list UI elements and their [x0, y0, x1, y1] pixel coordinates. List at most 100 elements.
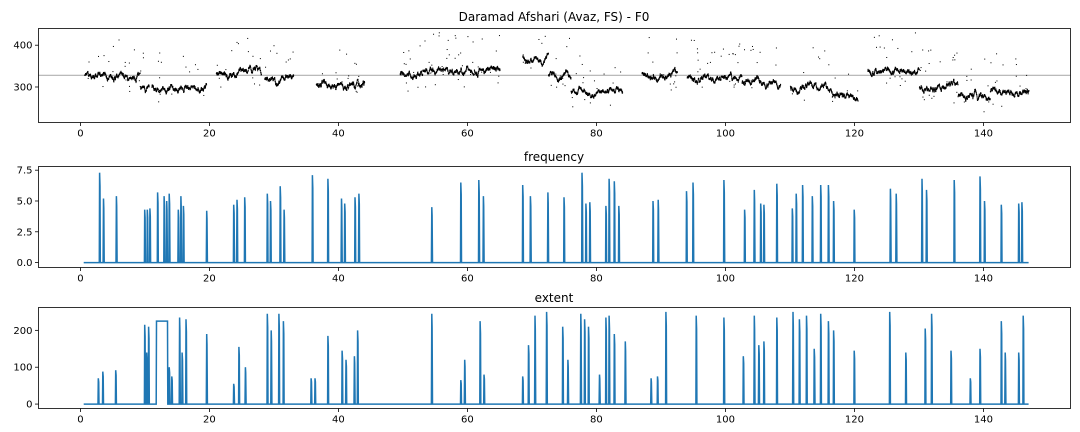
f0-point: [320, 84, 322, 86]
f0-point: [356, 91, 358, 93]
f0-point: [546, 56, 548, 58]
f0-point: [655, 78, 657, 80]
f0-point: [273, 79, 275, 81]
f0-point: [490, 66, 492, 68]
f0-point: [357, 85, 359, 87]
f0-point: [695, 81, 697, 83]
f0-point: [716, 77, 718, 79]
f0-point: [667, 76, 669, 78]
f0-point: [560, 78, 562, 80]
f0-point: [715, 79, 717, 81]
f0-point: [238, 71, 240, 73]
f0-point: [621, 89, 623, 91]
f0-point: [461, 65, 463, 67]
f0-point: [614, 92, 616, 94]
f0-point: [182, 89, 184, 91]
f0-point: [337, 84, 339, 86]
f0-point: [749, 82, 751, 84]
f0-point: [571, 92, 573, 94]
f0-point: [439, 67, 441, 69]
f0-point: [236, 74, 238, 76]
f0-point: [178, 90, 180, 92]
f0-point: [694, 80, 696, 82]
f0-point: [497, 67, 499, 69]
f0-point: [281, 77, 283, 79]
f0-point: [178, 89, 180, 91]
f0-point: [457, 72, 459, 74]
f0-point: [235, 76, 237, 78]
f0-point: [99, 74, 101, 76]
f0-point: [668, 72, 670, 74]
f0-point: [346, 87, 348, 89]
f0-point: [789, 85, 791, 87]
f0-point: [482, 68, 484, 70]
f0-point: [689, 74, 691, 76]
f0-point: [495, 70, 497, 72]
f0-point: [760, 81, 762, 83]
f0-point: [737, 81, 739, 83]
f0-point: [422, 69, 424, 71]
f0-point: [334, 85, 336, 87]
f0-point: [245, 70, 247, 72]
f0-point: [591, 96, 593, 98]
f0-point: [703, 75, 705, 77]
f0-point: [762, 82, 764, 84]
f0-point: [274, 79, 276, 81]
f0-point: [156, 89, 158, 91]
f0-point: [97, 71, 99, 73]
f0-point: [280, 79, 282, 81]
f0-point: [447, 68, 449, 70]
f0-point: [359, 86, 361, 88]
f0-point: [644, 75, 646, 77]
f0-point: [589, 70, 591, 72]
f0-point: [471, 71, 473, 73]
f0-point: [329, 84, 331, 86]
f0-point: [773, 81, 775, 83]
f0-point: [481, 71, 483, 73]
f0-point: [199, 91, 201, 93]
f0-point: [775, 64, 777, 66]
f0-point: [597, 91, 599, 93]
f0-point: [231, 76, 233, 78]
f0-point: [588, 92, 590, 94]
f0-point: [432, 68, 434, 70]
f0-point: [461, 72, 463, 74]
f0-point: [361, 84, 363, 86]
f0-point: [698, 78, 700, 80]
f0-point: [106, 76, 108, 78]
f0-point: [497, 82, 499, 84]
f0-point: [231, 75, 233, 77]
f0-point: [283, 77, 285, 79]
f0-point: [287, 59, 289, 61]
f0-point: [549, 72, 551, 74]
f0-point: [569, 76, 571, 78]
f0-point: [220, 86, 222, 88]
f0-point: [576, 93, 578, 95]
f0-point: [164, 89, 166, 91]
f0-point: [113, 77, 115, 79]
f0-point: [168, 90, 170, 92]
f0-point: [97, 74, 99, 76]
f0-point: [556, 86, 558, 88]
f0-point: [617, 88, 619, 90]
f0-point: [343, 87, 345, 89]
f0-point: [620, 90, 622, 92]
f0-point: [324, 80, 326, 82]
f0-point: [225, 73, 227, 75]
f0-point: [93, 74, 95, 76]
f0-point: [567, 71, 569, 73]
f0-point: [231, 74, 233, 76]
f0-points: [84, 32, 1030, 113]
f0-point: [320, 84, 322, 86]
f0-point: [112, 76, 114, 78]
f0-point: [551, 74, 553, 76]
f0-point: [703, 75, 705, 77]
f0-point: [465, 69, 467, 71]
f0-point: [778, 88, 780, 90]
f0-point: [446, 49, 448, 51]
f0-point: [194, 88, 196, 90]
f0-point: [353, 81, 355, 83]
f0-point: [258, 68, 260, 70]
f0-point: [555, 73, 557, 75]
f0-point: [429, 66, 431, 68]
